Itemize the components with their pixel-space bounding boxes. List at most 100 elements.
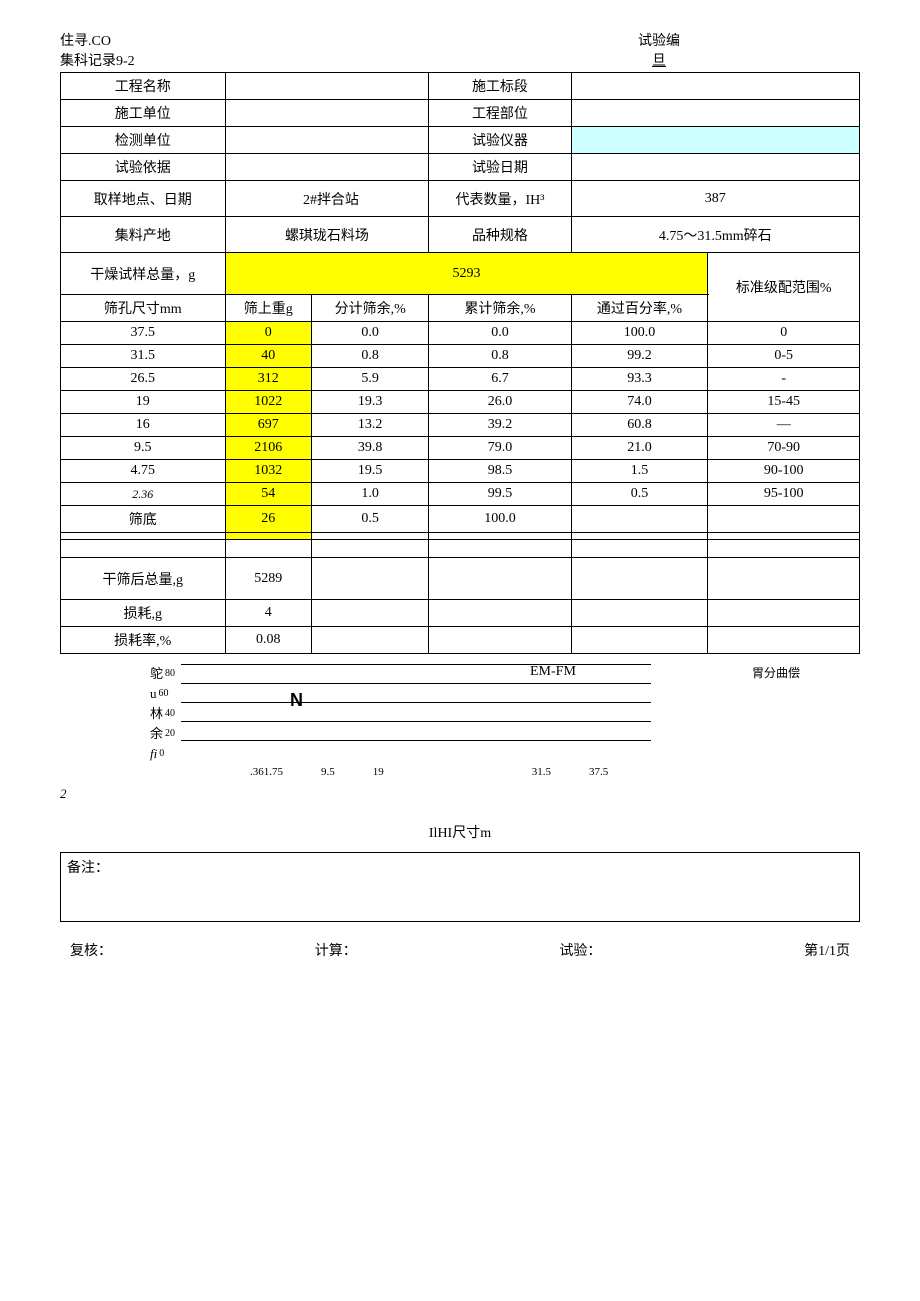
chart-x-title: IlHI尺寸m [60, 822, 860, 842]
spec-value: 4.75～31.5mm碎石 [571, 217, 859, 253]
remark-label: 备注： [67, 861, 109, 876]
origin-label: 集料产地 [61, 217, 226, 253]
sieve-row: 筛底260.5100.0 [61, 506, 860, 533]
rep-qty-label: 代表数量，IH³ [429, 181, 571, 217]
section-label: 施工标段 [429, 73, 571, 100]
header-record: 集科记录9-2 [60, 50, 135, 70]
chart-n-label: N [290, 690, 303, 711]
empty-partial [311, 533, 428, 540]
total-mass-value: 5293 [225, 253, 708, 295]
footer-test: 试验： [559, 940, 601, 960]
basis-label: 试验依据 [61, 154, 226, 181]
origin-value: 螺琪珑石料场 [225, 217, 429, 253]
sieve-size: 9.5 [61, 437, 226, 460]
sieve-row: 37.500.00.0100.00 [61, 322, 860, 345]
empty-cum [429, 533, 571, 540]
sieve-retained: 54 [225, 483, 311, 506]
sieve-retained: 26 [225, 506, 311, 533]
sieve-retained: 312 [225, 368, 311, 391]
sieve-range: 0 [708, 322, 860, 345]
sieve-partial: 19.3 [311, 391, 428, 414]
std-range-label: 标准级配范围% [708, 253, 860, 322]
sieve-cum: 0.8 [429, 345, 571, 368]
sieve-row: 4.75103219.598.51.590-100 [61, 460, 860, 483]
footer-page: 第1/1页 [804, 940, 850, 960]
col-cum: 累计筛余,% [429, 295, 571, 322]
sieve-row: 2.36541.099.50.595-100 [61, 483, 860, 506]
sieve-size: 31.5 [61, 345, 226, 368]
sieve-size: 4.75 [61, 460, 226, 483]
sieve-pass: 1.5 [571, 460, 708, 483]
col-partial: 分计筛余,% [311, 295, 428, 322]
remark-box: 备注： [60, 852, 860, 922]
sieve-partial: 0.5 [311, 506, 428, 533]
equip-value [571, 127, 859, 154]
date-value [571, 154, 859, 181]
header-code: 住寻.CO [60, 30, 135, 50]
chart-right-label: 胃分曲偿 [752, 664, 800, 681]
header-test-no-1: 试验编 [638, 30, 680, 50]
sieve-retained: 1032 [225, 460, 311, 483]
after-total-value: 5289 [225, 558, 311, 600]
col-pass: 通过百分率,% [571, 295, 708, 322]
header-test-no-2: 旦 [652, 50, 666, 70]
chart-y-labels: 鸵80u60林40余20fi0 [150, 664, 175, 764]
sieve-size: 26.5 [61, 368, 226, 391]
spec-label: 品种规格 [429, 217, 571, 253]
col-retained: 筛上重g [225, 295, 311, 322]
sieve-pass [571, 506, 708, 533]
sieve-partial: 39.8 [311, 437, 428, 460]
sieve-row: 1669713.239.260.8— [61, 414, 860, 437]
sieve-range: 95-100 [708, 483, 860, 506]
sieve-partial: 5.9 [311, 368, 428, 391]
main-table: 工程名称 施工标段 施工单位 工程部位 检测单位 试验仪器 试验依据 试验日期 … [60, 72, 860, 654]
rep-qty-value: 387 [571, 181, 859, 217]
sieve-pass: 99.2 [571, 345, 708, 368]
sieve-partial: 0.8 [311, 345, 428, 368]
sieve-pass: 60.8 [571, 414, 708, 437]
section-value [571, 73, 859, 100]
sieve-partial: 13.2 [311, 414, 428, 437]
footer-calc: 计算： [315, 940, 357, 960]
sieve-pass: 74.0 [571, 391, 708, 414]
sieve-cum: 98.5 [429, 460, 571, 483]
sieve-range: 0-5 [708, 345, 860, 368]
col-size: 筛孔尺寸mm [61, 295, 226, 322]
sieve-row: 19102219.326.074.015-45 [61, 391, 860, 414]
loss-rate-label: 损耗率,% [61, 627, 226, 654]
sieve-cum: 39.2 [429, 414, 571, 437]
sieve-retained: 697 [225, 414, 311, 437]
sample-loc-value: 2#拌合站 [225, 181, 429, 217]
sieve-row: 9.5210639.879.021.070-90 [61, 437, 860, 460]
loss-label: 损耗,g [61, 600, 226, 627]
chart-small-2: 2 [60, 786, 860, 802]
test-unit-label: 检测单位 [61, 127, 226, 154]
sieve-row: 26.53125.96.793.3- [61, 368, 860, 391]
part-label: 工程部位 [429, 100, 571, 127]
chart-x-labels: .361.759.51931.537.5 [250, 766, 860, 778]
proj-name-value [225, 73, 429, 100]
sieve-cum: 100.0 [429, 506, 571, 533]
total-mass-label: 干燥试样总量，g [61, 253, 226, 295]
sieve-cum: 26.0 [429, 391, 571, 414]
footer: 复核： 计算： 试验： 第1/1页 [60, 940, 860, 960]
sieve-range [708, 506, 860, 533]
sieve-range: 15-45 [708, 391, 860, 414]
sieve-cum: 79.0 [429, 437, 571, 460]
sieve-pass: 93.3 [571, 368, 708, 391]
chart-area: EM-FM 胃分曲偿 N 鸵80u60林40余20fi0 .361.759.51… [60, 664, 860, 778]
unit-value [225, 100, 429, 127]
basis-value [225, 154, 429, 181]
part-value [571, 100, 859, 127]
sieve-pass: 21.0 [571, 437, 708, 460]
sieve-range: - [708, 368, 860, 391]
date-label: 试验日期 [429, 154, 571, 181]
after-total-label: 干筛后总量,g [61, 558, 226, 600]
sieve-cum: 6.7 [429, 368, 571, 391]
empty-range [708, 533, 860, 540]
sieve-retained: 1022 [225, 391, 311, 414]
sieve-partial: 1.0 [311, 483, 428, 506]
chart-gridlines [181, 664, 651, 759]
sieve-pass: 100.0 [571, 322, 708, 345]
footer-review: 复核： [70, 940, 112, 960]
